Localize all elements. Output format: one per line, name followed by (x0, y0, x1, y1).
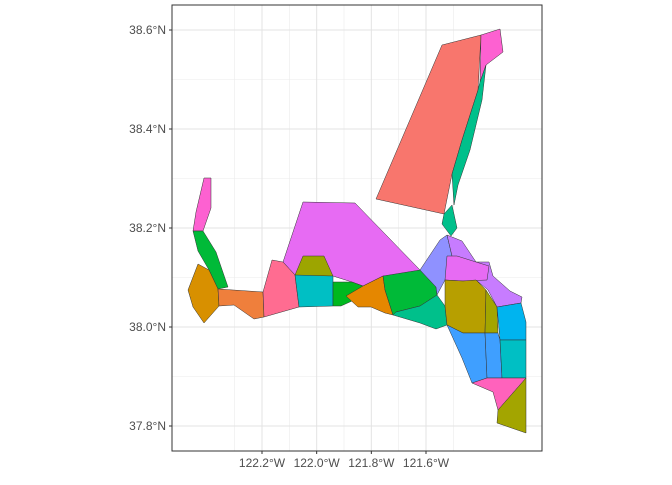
sky-east-region (496, 302, 527, 341)
map-regions (187, 28, 527, 434)
y-tick-label: 37.8°N (129, 419, 166, 433)
gold-east-region (444, 279, 487, 334)
blue-strip (484, 332, 503, 379)
olive-south-region (496, 377, 527, 434)
y-tick-label: 38.2°N (129, 221, 166, 235)
north-pink-strip (479, 28, 504, 83)
x-tick-label: 121.8°W (348, 456, 395, 470)
north-teal-strip (451, 64, 487, 206)
cyan-west-region (294, 274, 334, 308)
west-green-strip (192, 230, 229, 290)
cyan-east-region (499, 339, 527, 379)
central-teal-small (441, 204, 458, 237)
y-tick-label: 38.4°N (129, 122, 166, 136)
y-tick-label: 38.0°N (129, 320, 166, 334)
axis-ticks: 38.6°N 38.4°N 38.2°N 38.0°N 37.8°N 122.2°W 122… (129, 23, 450, 470)
y-tick-label: 38.6°N (129, 23, 166, 37)
x-tick-label: 122.0°W (294, 456, 341, 470)
x-tick-label: 121.6°W (403, 456, 450, 470)
west-gold-region (187, 263, 220, 324)
x-tick-label: 122.2°W (239, 456, 286, 470)
